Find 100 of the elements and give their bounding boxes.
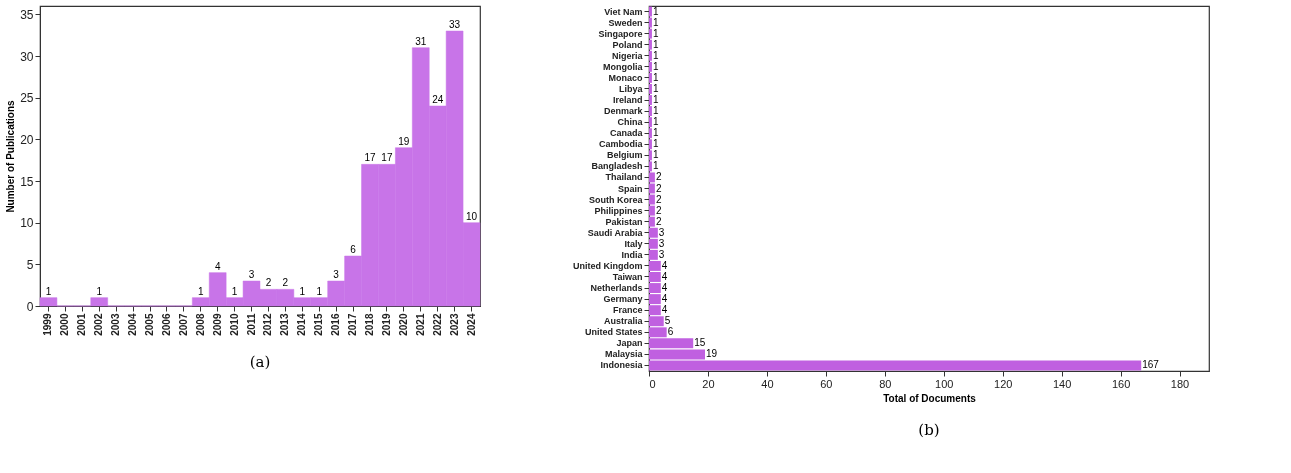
x-tick-label: 0 [649, 377, 656, 390]
y-tick-label: Belgium [606, 150, 643, 161]
data-label: 24 [432, 94, 444, 105]
data-label: 1 [652, 160, 659, 172]
y-tick-label: Germany [603, 294, 643, 305]
x-tick-label: 2002 [93, 313, 105, 336]
y-tick-label: Pakistan [605, 216, 643, 227]
data-label: 1 [96, 285, 103, 297]
data-label: 3 [658, 237, 665, 249]
x-tick-label: 2015 [313, 313, 325, 336]
text: (a) [249, 353, 271, 372]
data-label: 3 [248, 269, 255, 280]
data-label: 6 [350, 244, 357, 255]
y-tick-label: Malaysia [604, 349, 644, 360]
data-label: 15 [694, 337, 706, 349]
data-label: 2 [655, 182, 662, 194]
y-tick-label: Mongolia [603, 61, 644, 72]
y-tick-label: Libya [618, 83, 644, 94]
data-label: 4 [661, 304, 668, 316]
y-tick-label: Indonesia [600, 360, 644, 371]
data-label: 2 [655, 204, 662, 216]
y-tick-label: 20 [20, 132, 34, 147]
y-tick-label: China [617, 117, 644, 128]
y-tick-label: Denmark [603, 106, 644, 117]
x-tick-label: 2005 [144, 313, 155, 336]
data-label: 4 [661, 259, 668, 271]
data-label: 2 [655, 171, 662, 183]
y-tick-label: Nigeria [611, 50, 644, 61]
y-tick-label: 5 [26, 257, 34, 272]
data-label: 167 [1142, 359, 1160, 371]
data-label: 33 [449, 19, 461, 30]
x-tick-label: 2007 [177, 313, 189, 336]
y-tick-label: 30 [20, 49, 34, 64]
bar [649, 183, 655, 194]
y-tick-label: 25 [20, 91, 34, 106]
x-tick-label: 2019 [380, 313, 392, 336]
data-label: 10 [465, 210, 478, 222]
data-label: 1 [652, 149, 659, 161]
y-tick-label: France [612, 305, 643, 316]
x-tick-label: 2023 [448, 313, 460, 336]
data-label: 4 [661, 282, 668, 294]
data-label: 1 [652, 5, 659, 17]
x-axis-title: Total of Documents [883, 392, 977, 404]
y-tick-label: Japan [616, 338, 643, 349]
y-tick-label: Thailand [605, 172, 643, 183]
x-tick-label: 2014 [296, 313, 308, 336]
x-tick-label: 2000 [59, 313, 71, 336]
data-label: 1 [652, 138, 659, 150]
y-tick-label: 35 [20, 7, 34, 22]
x-tick-label: 2012 [262, 313, 274, 336]
y-tick-label: 15 [20, 174, 34, 189]
y-tick-label: 10 [20, 216, 34, 231]
data-label: 3 [333, 269, 340, 280]
y-tick-label: 0 [26, 299, 34, 314]
x-tick-label: 2010 [228, 313, 240, 336]
y-tick-label: Monaco [608, 72, 643, 83]
data-label: 4 [661, 270, 668, 282]
x-tick-label: 2024 [465, 313, 477, 336]
x-tick-label: 2006 [160, 313, 172, 336]
y-axis-title: Number of Publications [5, 99, 17, 213]
y-tick-label: Singapore [598, 28, 643, 39]
data-label: 3 [658, 248, 665, 260]
y-tick-label: Sweden [608, 17, 643, 28]
y-tick-label: Australia [603, 316, 644, 327]
data-label: 1 [652, 60, 659, 72]
data-label: 1 [231, 285, 238, 297]
text: (b) [918, 421, 940, 439]
data-label: 4 [214, 260, 221, 272]
x-tick-label: 80 [879, 377, 892, 390]
x-tick-label: 2001 [76, 313, 88, 336]
x-tick-label: 2016 [330, 313, 342, 336]
data-label: 17 [364, 152, 376, 164]
data-label: 1 [652, 27, 659, 39]
data-label: 19 [706, 348, 718, 360]
x-tick-label: 2003 [110, 313, 122, 336]
data-label: 3 [658, 226, 665, 238]
data-label: 1 [652, 105, 659, 117]
x-tick-label: 2017 [347, 313, 359, 336]
y-tick-label: Netherlands [590, 283, 643, 294]
x-tick-label: 2022 [431, 313, 443, 336]
data-label: 1 [45, 285, 52, 297]
x-tick-label: 2004 [127, 313, 139, 336]
x-tick-label: 2018 [364, 313, 375, 336]
data-label: 31 [415, 35, 427, 47]
data-label: 1 [316, 285, 323, 297]
y-tick-label: United States [584, 327, 643, 338]
data-label: 1 [299, 285, 306, 297]
data-label: 1 [652, 16, 659, 28]
y-tick-label: Saudi Arabia [587, 227, 644, 238]
data-label: 2 [282, 277, 289, 289]
x-tick-label: 140 [1052, 377, 1072, 390]
x-tick-label: 160 [1111, 377, 1131, 390]
x-tick-label: 1999 [42, 313, 54, 336]
data-label: 1 [652, 127, 659, 139]
data-label: 1 [652, 49, 659, 61]
y-tick-label: Ireland [612, 95, 643, 106]
y-tick-label: India [621, 249, 644, 260]
data-label: 5 [664, 315, 671, 327]
y-tick-label: Spain [617, 183, 643, 194]
x-tick-label: 2013 [279, 313, 291, 336]
